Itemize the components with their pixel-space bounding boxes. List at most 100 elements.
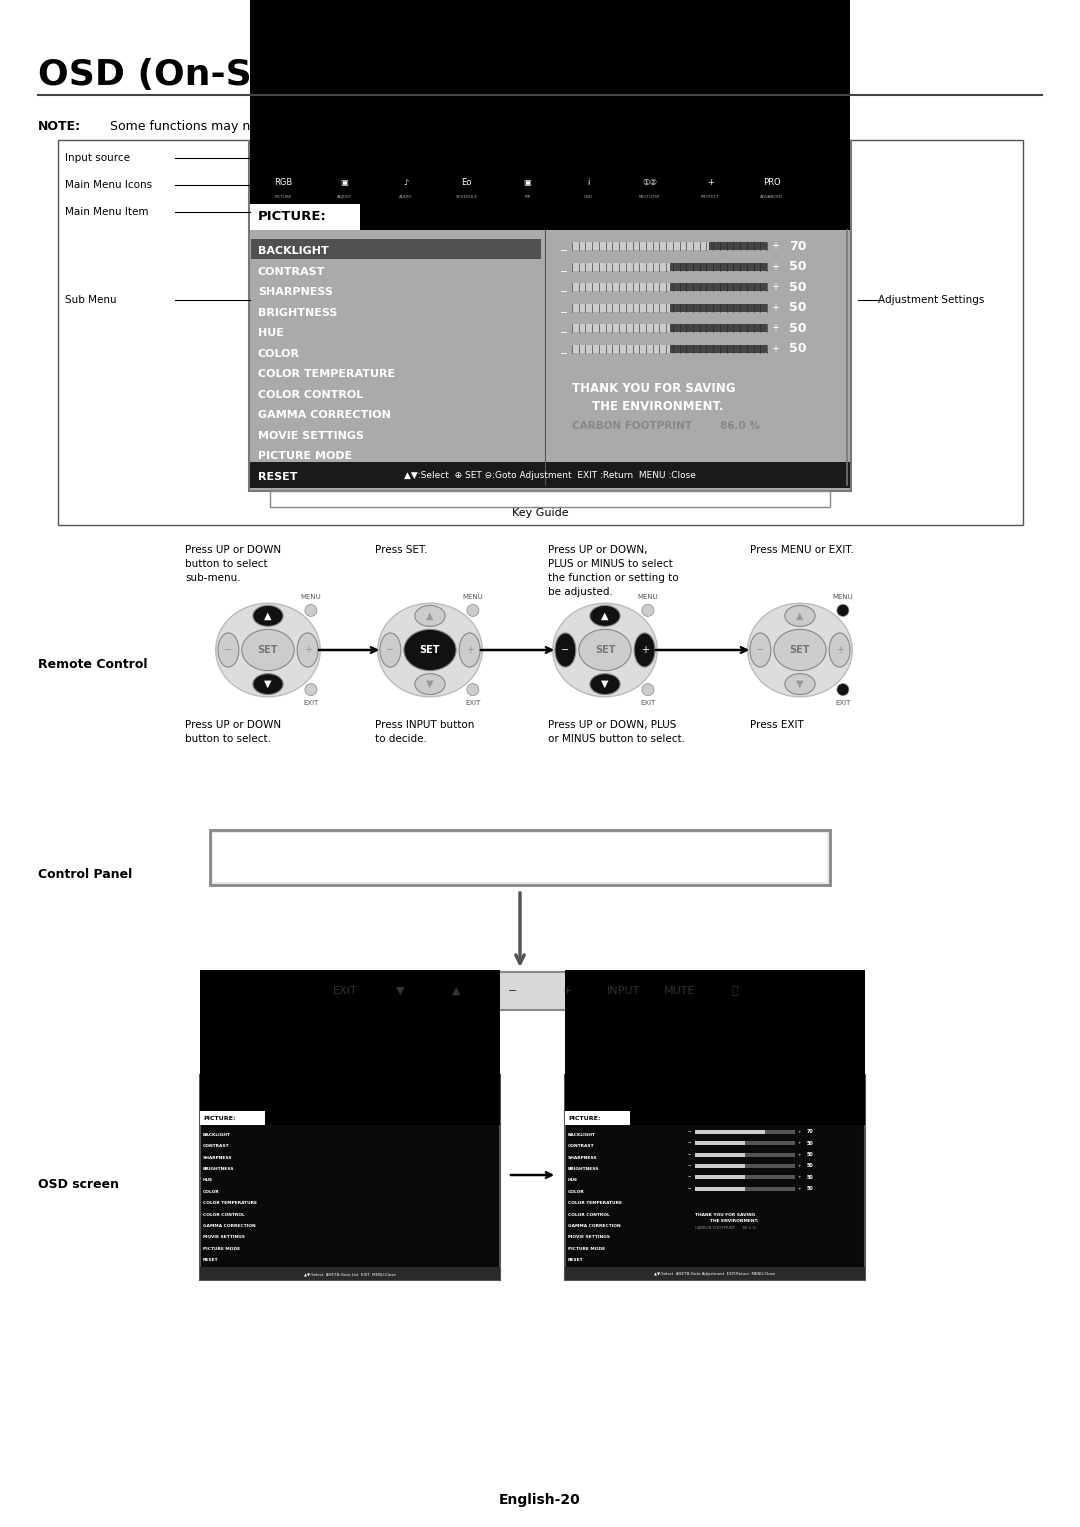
FancyBboxPatch shape [200,1075,500,1089]
Text: Adjustment Settings: Adjustment Settings [878,295,984,305]
Text: SHARPNESS: SHARPNESS [203,1156,232,1159]
Text: Eo: Eo [461,177,472,186]
Text: PIP: PIP [525,195,530,199]
Text: MENU: MENU [833,594,853,600]
Text: COLOR TEMPERATURE: COLOR TEMPERATURE [258,370,395,379]
Text: ▲: ▲ [602,611,609,621]
Text: ▼: ▼ [602,680,609,689]
Text: +: + [798,1153,801,1156]
Text: +: + [771,261,779,272]
Circle shape [467,605,478,617]
FancyBboxPatch shape [599,1090,632,1110]
Text: 70: 70 [807,1128,813,1135]
Text: COLOR: COLOR [568,1190,584,1194]
Ellipse shape [829,634,850,667]
Text: 50: 50 [807,1174,813,1180]
Text: ▼: ▼ [396,986,405,996]
Text: Press UP or DOWN, PLUS
or MINUS button to select.: Press UP or DOWN, PLUS or MINUS button t… [548,721,685,744]
FancyBboxPatch shape [367,1090,400,1110]
Text: 50: 50 [807,1151,813,1157]
Text: INPUT: INPUT [607,986,640,996]
Ellipse shape [785,605,815,626]
Text: Main Menu Icons: Main Menu Icons [65,180,152,189]
Text: Press UP or DOWN
button to select.: Press UP or DOWN button to select. [185,721,281,744]
FancyBboxPatch shape [742,169,801,202]
Text: MOVIE SETTINGS: MOVIE SETTINGS [568,1235,610,1240]
FancyBboxPatch shape [200,1089,500,1112]
Text: −: − [561,287,568,298]
Text: Press MENU or EXIT.: Press MENU or EXIT. [750,545,854,554]
Text: SHARPNESS: SHARPNESS [568,1156,597,1159]
FancyBboxPatch shape [572,263,670,270]
Text: Press EXIT: Press EXIT [750,721,804,730]
FancyBboxPatch shape [572,263,767,270]
Circle shape [642,684,653,696]
Text: BRIGHTNESS: BRIGHTNESS [568,1167,599,1171]
Text: +: + [836,644,843,655]
Text: NOTE:: NOTE: [38,121,81,133]
Text: MENU: MENU [300,594,321,600]
Ellipse shape [216,603,321,696]
Text: ADJUST: ADJUST [337,195,352,199]
Text: COLOR TEMPERATURE: COLOR TEMPERATURE [203,1202,257,1205]
Text: MENU: MENU [637,594,659,600]
Text: 50: 50 [807,1141,813,1145]
Ellipse shape [774,629,826,670]
Text: 50: 50 [789,301,807,315]
Text: −: − [561,308,568,318]
Ellipse shape [785,673,815,695]
Text: SHARPNESS: SHARPNESS [258,287,333,298]
Text: +: + [798,1176,801,1179]
Ellipse shape [555,634,576,667]
Text: +: + [798,1164,801,1168]
FancyBboxPatch shape [315,169,374,202]
Text: Control Panel: Control Panel [38,869,132,881]
Circle shape [305,605,316,617]
FancyBboxPatch shape [249,142,850,163]
Text: ▼: ▼ [796,680,804,689]
Text: −: − [561,328,568,339]
Text: Some functions may not be available depending on the model or optional equipment: Some functions may not be available depe… [110,121,648,133]
Text: Main Menu Item: Main Menu Item [65,208,149,217]
FancyBboxPatch shape [200,1075,500,1280]
Text: SET: SET [420,644,441,655]
Text: CARBON FOOTPRINT      86.0 %: CARBON FOOTPRINT 86.0 % [696,1226,756,1229]
FancyBboxPatch shape [696,1153,795,1156]
Text: BACKLIGHT: BACKLIGHT [203,1133,231,1136]
Text: 50: 50 [789,281,807,293]
Text: OSD: OSD [584,195,593,199]
Text: CONTRAST: CONTRAST [203,1144,230,1148]
Text: −: − [688,1153,691,1156]
Text: GAMMA CORRECTION: GAMMA CORRECTION [568,1225,621,1228]
Ellipse shape [459,634,480,667]
Text: Press SET.: Press SET. [375,545,428,554]
Text: +: + [563,986,572,996]
FancyBboxPatch shape [572,304,767,312]
FancyBboxPatch shape [201,1090,233,1110]
Text: +: + [798,1130,801,1133]
FancyBboxPatch shape [572,243,767,250]
Ellipse shape [750,634,771,667]
Text: −: − [561,348,568,359]
Text: 50: 50 [807,1186,813,1191]
FancyBboxPatch shape [249,205,360,231]
Text: EXIT: EXIT [303,699,319,705]
Circle shape [837,684,849,696]
FancyBboxPatch shape [565,1075,865,1280]
Text: −: − [225,644,232,655]
FancyBboxPatch shape [213,834,827,883]
Text: Remote Control: Remote Control [38,658,148,672]
Ellipse shape [297,634,318,667]
Text: 86.0 %: 86.0 % [720,421,760,431]
FancyBboxPatch shape [565,1075,865,1089]
FancyBboxPatch shape [572,324,670,333]
FancyBboxPatch shape [565,970,865,1125]
FancyBboxPatch shape [681,169,740,202]
FancyBboxPatch shape [254,169,313,202]
FancyBboxPatch shape [696,1176,745,1179]
Ellipse shape [404,629,456,670]
Text: +: + [771,324,779,333]
FancyBboxPatch shape [251,240,541,258]
FancyBboxPatch shape [468,1090,500,1110]
Text: PICTURE:: PICTURE: [258,211,327,223]
